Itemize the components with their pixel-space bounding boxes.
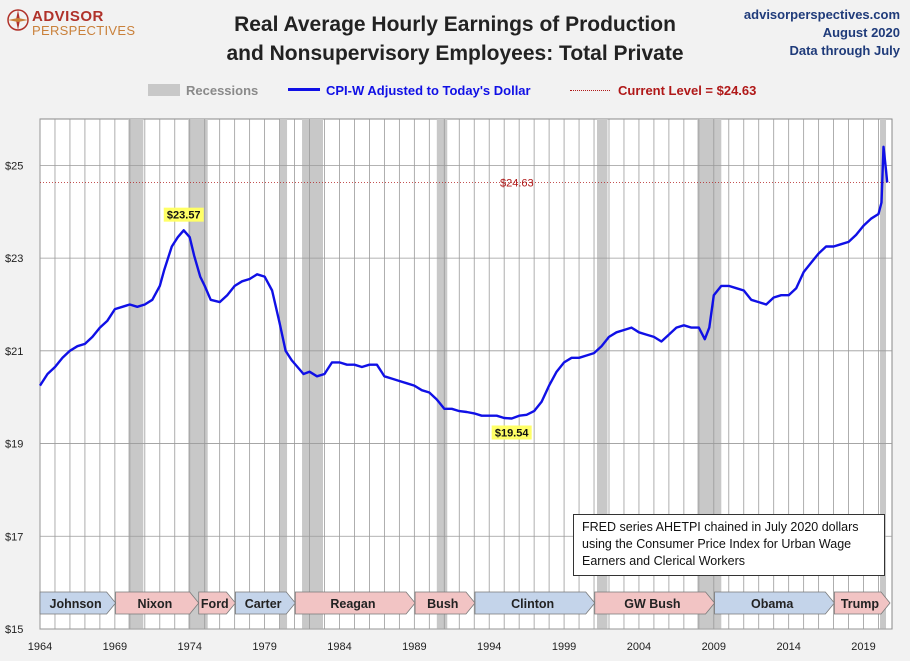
current-level-line: $24.63 [40, 178, 892, 190]
x-tick-label: 1984 [327, 641, 351, 653]
current-level-label: $24.63 [500, 178, 534, 190]
recession-swatch [148, 84, 180, 96]
y-tick-label: $23 [5, 253, 23, 265]
x-tick-label: 2019 [851, 641, 875, 653]
y-tick-label: $17 [5, 531, 23, 543]
title-line-2: and Nonsupervisory Employees: Total Priv… [226, 42, 684, 65]
series-path [38, 145, 889, 420]
president-term [115, 591, 200, 615]
source-date: August 2020 [822, 25, 900, 40]
annotation-line-1: FRED series AHETPI chained in July 2020 … [582, 520, 859, 534]
x-tick-label: 1969 [103, 641, 127, 653]
president-label: Johnson [50, 597, 102, 611]
president-label: Bush [427, 597, 458, 611]
logo: ADVISOR PERSPECTIVES [6, 6, 146, 46]
y-tick-label: $19 [5, 439, 23, 451]
callout-label: $23.57 [167, 210, 201, 222]
recession-band [597, 119, 608, 629]
x-tick-label: 2014 [776, 641, 800, 653]
y-tick-label: $21 [5, 346, 23, 358]
x-axis: 1964 1969 1974 1979 1984 1989 1994 1999 2004 2009… [28, 641, 876, 653]
legend-recessions-label: Recessions [186, 83, 259, 98]
annotation-line-3: Earners and Clerical Workers [582, 554, 746, 568]
recession-band [436, 119, 448, 629]
president-term [833, 591, 891, 615]
president-term [235, 591, 296, 615]
president-label: Clinton [511, 597, 554, 611]
callout-background [163, 207, 204, 222]
series-line [38, 145, 889, 420]
president-label: Trump [841, 597, 880, 611]
legend-series: CPI-W Adjusted to Today's Dollar [288, 83, 531, 98]
x-tick-label: 2004 [627, 641, 651, 653]
y-tick-label: $25 [5, 160, 23, 172]
recession-band [279, 119, 288, 629]
president-label: GW Bush [624, 597, 680, 611]
source-info: advisorperspectives.com August 2020 Data… [744, 6, 900, 60]
recession-band [697, 119, 722, 629]
x-tick-label: 1989 [402, 641, 426, 653]
current-swatch [570, 90, 610, 91]
x-tick-label: 1999 [552, 641, 576, 653]
chart-title: Real Average Hourly Earnings of Producti… [180, 10, 730, 68]
president-term [198, 591, 236, 615]
x-tick-label: 2009 [702, 641, 726, 653]
x-tick-label: 1974 [177, 641, 201, 653]
x-tick-label: 1994 [477, 641, 501, 653]
president-label: Carter [245, 597, 282, 611]
president-label: Reagan [330, 597, 375, 611]
legend-series-label: CPI-W Adjusted to Today's Dollar [326, 83, 531, 98]
logo-text-secondary: PERSPECTIVES [32, 23, 136, 38]
recession-band [880, 119, 887, 629]
y-tick-label: $15 [5, 624, 23, 636]
compass-icon [7, 9, 29, 31]
president-term [474, 591, 596, 615]
x-tick-label: 1964 [28, 641, 52, 653]
president-term [39, 591, 117, 615]
president-term [414, 591, 476, 615]
callout-label: $19.54 [495, 428, 530, 440]
president-label: Nixon [138, 597, 173, 611]
x-tick-label: 1979 [252, 641, 276, 653]
president-label: Obama [751, 597, 794, 611]
president-label: Ford [201, 597, 229, 611]
title-line-1: Real Average Hourly Earnings of Producti… [234, 13, 676, 36]
logo-text-primary: ADVISOR [32, 8, 104, 25]
annotation-box: FRED series AHETPI chained in July 2020 … [573, 514, 885, 576]
source-site: advisorperspectives.com [743, 7, 900, 22]
source-through: Data through July [789, 43, 900, 58]
legend-current-label: Current Level = $24.63 [618, 83, 757, 98]
y-axis: $15 $17 $19 $21 $23 $25 [5, 160, 23, 636]
callout-background [491, 425, 532, 440]
president-bar: Johnson Nixon Ford Carter Reagan Bush Clinton G… [39, 591, 891, 615]
callouts: $23.57 $19.54 [163, 207, 532, 440]
president-term [294, 591, 416, 615]
recession-band [128, 119, 144, 629]
annotation-line-2: using the Consumer Price Index for Urban… [582, 537, 852, 551]
series-swatch [288, 88, 320, 91]
legend-current: Current Level = $24.63 [570, 83, 756, 98]
president-term [714, 591, 835, 615]
legend-recessions: Recessions [148, 83, 258, 98]
president-term [594, 591, 716, 615]
